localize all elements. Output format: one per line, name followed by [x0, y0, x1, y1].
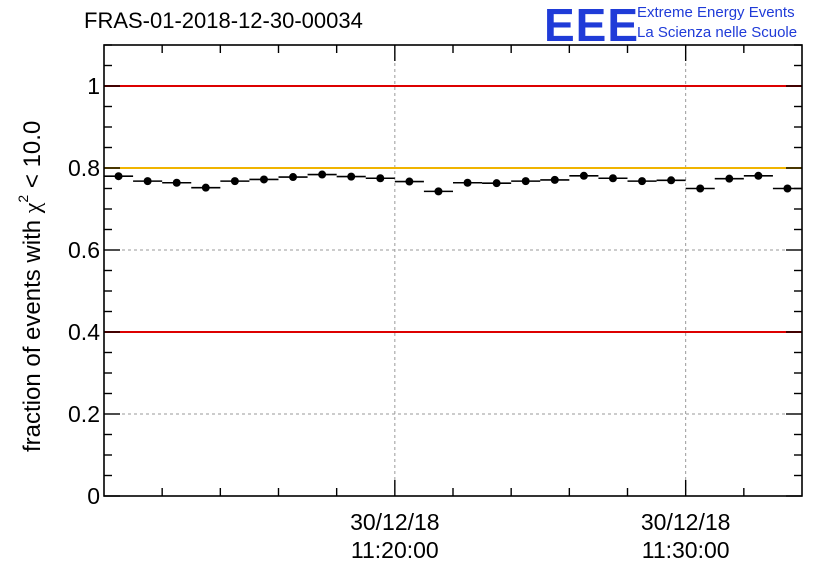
- data-point-17: [608, 174, 617, 183]
- y-tick-label-3: 0.6: [68, 237, 100, 263]
- data-point-12: [463, 178, 472, 187]
- axis-layer: 00.20.40.60.8130/12/1811:20:0030/12/1811…: [68, 44, 803, 563]
- y-axis-label-symbol: χ: [20, 202, 46, 214]
- y-tick-label-2: 0.4: [68, 319, 100, 345]
- data-point-3: [201, 183, 210, 192]
- y-axis-label-suffix: < 10.0: [19, 121, 46, 195]
- logo-line-2: La Scienza nelle Scuole: [637, 24, 798, 41]
- chart-title: FRAS-01-2018-12-30-00034: [84, 8, 363, 33]
- data-point-4: [230, 177, 239, 186]
- data-point-11: [434, 187, 443, 196]
- data-point-20: [696, 184, 705, 193]
- data-point-21: [725, 174, 734, 183]
- data-point-18: [638, 177, 647, 186]
- y-tick-label-0: 0: [87, 483, 100, 509]
- eee-logo-mark: EEE: [544, 0, 640, 51]
- plot-frame: [103, 44, 803, 497]
- data-point-1: [143, 177, 152, 186]
- data-point-8: [347, 172, 356, 181]
- data-point-0: [114, 172, 123, 181]
- x-tick-label-time-0: 11:20:00: [351, 537, 439, 563]
- y-tick-label-4: 0.8: [68, 155, 100, 181]
- x-tick-label-date-0: 30/12/18: [350, 509, 440, 535]
- data-point-19: [667, 176, 676, 185]
- y-axis-label: fraction of events with χ2 < 10.0: [15, 121, 46, 452]
- grid-layer: [104, 45, 802, 496]
- data-point-7: [318, 170, 327, 179]
- data-point-2: [172, 178, 181, 187]
- y-axis-label-exponent: 2: [15, 195, 31, 203]
- data-point-6: [289, 173, 298, 182]
- data-point-5: [259, 175, 268, 184]
- data-point-22: [754, 171, 763, 180]
- logo-line-1: Extreme Energy Events: [637, 4, 795, 21]
- x-tick-label-time-1: 11:30:00: [642, 537, 730, 563]
- data-point-23: [783, 184, 792, 193]
- data-point-10: [405, 177, 414, 186]
- data-point-13: [492, 179, 501, 188]
- data-point-14: [521, 177, 530, 186]
- y-tick-label-5: 1: [87, 73, 100, 99]
- y-tick-label-1: 0.2: [68, 401, 100, 427]
- reference-lines-layer: [104, 85, 802, 333]
- data-point-9: [376, 174, 385, 183]
- x-tick-label-date-1: 30/12/18: [641, 509, 731, 535]
- data-point-15: [550, 175, 559, 184]
- y-axis-label-prefix: fraction of events with: [19, 213, 46, 452]
- data-layer: [104, 170, 802, 196]
- data-point-16: [579, 171, 588, 180]
